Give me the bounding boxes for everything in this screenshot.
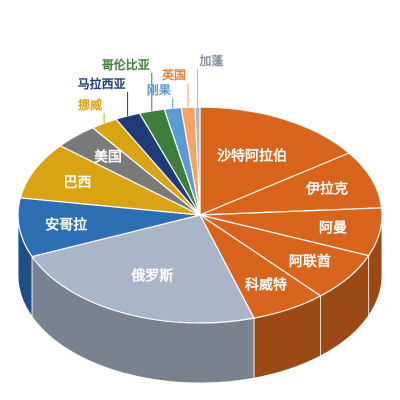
label-leaders [103, 69, 198, 124]
pie-slices [17, 106, 383, 324]
slice-1 [199, 106, 351, 216]
slice-2-label: 伊拉克 [305, 180, 348, 197]
slice-6-label: 俄罗斯 [130, 268, 173, 285]
slice-9-label: 美国 [94, 149, 122, 166]
slice-13-label: 刚果 [147, 83, 171, 97]
slice-3-label: 阿曼 [319, 221, 347, 237]
slice-2 [199, 152, 383, 216]
slice-11-label: 马拉西亚 [78, 76, 126, 91]
pie-sides [17, 214, 383, 384]
slice-4-label: 阿联酋 [289, 253, 331, 270]
slice-12-label: 哥伦比亚 [102, 57, 150, 72]
slice-7 [17, 197, 201, 258]
slice-1-label: 沙特阿拉伯 [217, 148, 287, 165]
slice-8 [19, 145, 201, 216]
slice-14-label: 英国 [162, 67, 186, 82]
slice-15-label: 加蓬 [198, 53, 224, 68]
slice-8-label: 巴西 [63, 175, 91, 191]
slice-6 [31, 214, 255, 324]
slice-10-label: 挪威 [78, 97, 102, 112]
slice-7-label: 安哥拉 [45, 216, 87, 233]
slice-5-label: 科威特 [245, 277, 287, 294]
